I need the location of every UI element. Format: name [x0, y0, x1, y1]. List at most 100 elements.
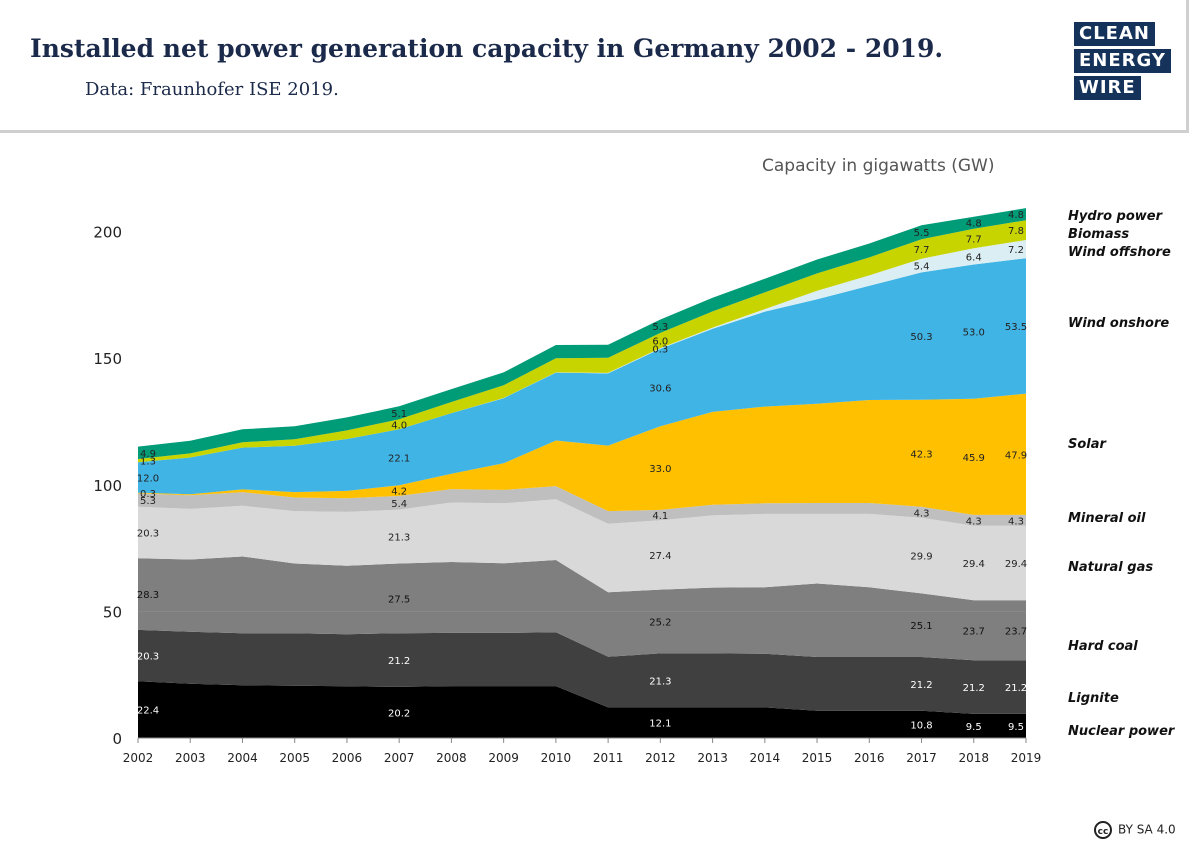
- header-panel: [0, 0, 1189, 133]
- data-label-mineral-oil: 4.3: [966, 516, 982, 527]
- data-label-solar: 42.3: [910, 449, 932, 460]
- x-tick-label: 2002: [123, 751, 154, 765]
- y-tick-label: 50: [103, 603, 122, 621]
- data-label-natural-gas: 29.4: [963, 559, 985, 570]
- data-label-hydro-power: 4.8: [1008, 210, 1024, 221]
- y-tick-label: 0: [112, 730, 122, 748]
- logo-line-1: CLEAN: [1074, 22, 1155, 46]
- page-subtitle: Data: Fraunhofer ISE 2019.: [85, 79, 339, 100]
- data-label-solar: 4.2: [391, 487, 407, 498]
- data-label-wind-onshore: 50.3: [910, 332, 932, 343]
- logo-line-3: WIRE: [1074, 76, 1141, 100]
- area-nuclear-power: [138, 681, 1026, 738]
- x-tick-label: 2012: [645, 751, 676, 765]
- data-label-wind-onshore: 12.0: [137, 473, 159, 484]
- data-label-nuclear-power: 12.1: [649, 719, 671, 730]
- data-label-hard-coal: 25.1: [910, 621, 932, 632]
- data-label-wind-offshore: 5.4: [914, 262, 930, 273]
- data-label-mineral-oil: 4.1: [652, 511, 668, 522]
- x-tick-label: 2004: [227, 751, 258, 765]
- data-label-lignite: 21.2: [910, 680, 932, 691]
- x-tick-label: 2011: [593, 751, 624, 765]
- clean-energy-wire-logo[interactable]: CLEAN ENERGY WIRE: [1074, 22, 1171, 103]
- data-label-nuclear-power: 9.5: [966, 722, 982, 733]
- data-label-natural-gas: 27.4: [649, 551, 671, 562]
- y-tick-label: 200: [93, 224, 122, 242]
- area-solar: [138, 393, 1026, 515]
- data-label-wind-onshore: 22.1: [388, 453, 410, 464]
- legend-lignite: Lignite: [1068, 691, 1119, 706]
- data-label-nuclear-power: 9.5: [1008, 722, 1024, 733]
- data-label-natural-gas: 29.4: [1005, 559, 1027, 570]
- data-label-wind-onshore: 30.6: [649, 384, 671, 395]
- data-label-biomass: 7.7: [966, 235, 982, 246]
- data-label-biomass: 7.7: [914, 245, 930, 256]
- area-natural-gas: [138, 499, 1026, 601]
- legend-mineral-oil: Mineral oil: [1068, 511, 1146, 526]
- area-biomass: [138, 220, 1026, 463]
- chart-title: Capacity in gigawatts (GW): [762, 156, 995, 176]
- data-label-wind-offshore: 0.3: [652, 344, 668, 355]
- area-hard-coal: [138, 556, 1026, 661]
- x-tick-label: 2017: [906, 751, 937, 765]
- data-label-biomass: 6.0: [652, 336, 668, 347]
- x-tick-label: 2003: [175, 751, 206, 765]
- x-tick-label: 2014: [750, 751, 781, 765]
- area-wind-offshore: [138, 240, 1026, 463]
- data-label-wind-onshore: 53.5: [1005, 322, 1027, 333]
- legend-hard-coal: Hard coal: [1068, 639, 1138, 654]
- data-label-wind-offshore: 6.4: [966, 252, 982, 263]
- data-label-hard-coal: 23.7: [1005, 626, 1027, 637]
- x-tick-label: 2015: [802, 751, 833, 765]
- data-label-mineral-oil: 4.3: [1008, 516, 1024, 527]
- data-label-hydro-power: 5.1: [391, 409, 407, 420]
- x-tick-label: 2013: [697, 751, 728, 765]
- page-title: Installed net power generation capacity …: [30, 34, 944, 63]
- x-tick-label: 2018: [958, 751, 989, 765]
- area-hydro-power: [138, 208, 1026, 459]
- x-tick-label: 2019: [1011, 751, 1042, 765]
- data-label-hydro-power: 4.9: [140, 449, 156, 460]
- x-tick-label: 2009: [488, 751, 519, 765]
- x-tick-label: 2016: [854, 751, 885, 765]
- x-tick-label: 2007: [384, 751, 415, 765]
- area-mineral-oil: [138, 486, 1026, 526]
- data-label-lignite: 21.3: [649, 676, 671, 687]
- data-label-nuclear-power: 22.4: [137, 706, 159, 717]
- data-label-natural-gas: 20.3: [137, 529, 159, 540]
- creative-commons-icon: cc: [1094, 821, 1112, 839]
- data-label-mineral-oil: 5.4: [391, 499, 407, 510]
- data-label-hard-coal: 27.5: [388, 594, 410, 605]
- data-label-biomass: 1.3: [140, 457, 156, 468]
- x-tick-label: 2005: [279, 751, 310, 765]
- y-tick-label: 150: [93, 350, 122, 368]
- data-label-wind-onshore: 53.0: [963, 328, 985, 339]
- legend-hydro-power: Hydro power: [1068, 209, 1164, 224]
- area-lignite: [138, 629, 1026, 714]
- data-label-lignite: 21.2: [963, 683, 985, 694]
- data-label-solar: 47.9: [1005, 450, 1027, 461]
- area-wind-onshore: [138, 258, 1026, 495]
- license-badge[interactable]: cc BY SA 4.0: [1094, 821, 1176, 839]
- data-label-hydro-power: 5.5: [914, 228, 930, 239]
- license-text: BY SA 4.0: [1118, 822, 1176, 837]
- data-label-lignite: 21.2: [1005, 683, 1027, 694]
- data-label-solar: 45.9: [963, 453, 985, 464]
- data-label-hard-coal: 28.3: [137, 590, 159, 601]
- legend-nuclear-power: Nuclear power: [1068, 724, 1176, 739]
- data-label-hard-coal: 23.7: [963, 626, 985, 637]
- data-label-hard-coal: 25.2: [649, 618, 671, 629]
- data-label-solar: 33.0: [649, 464, 671, 475]
- data-label-natural-gas: 29.9: [910, 552, 932, 563]
- data-label-biomass: 4.0: [391, 420, 407, 431]
- logo-line-2: ENERGY: [1074, 49, 1171, 73]
- x-tick-label: 2006: [332, 751, 363, 765]
- legend-natural-gas: Natural gas: [1068, 560, 1153, 575]
- x-tick-label: 2008: [436, 751, 467, 765]
- legend-wind-offshore: Wind offshore: [1068, 245, 1171, 260]
- data-label-mineral-oil: 5.3: [140, 496, 156, 507]
- data-label-wind-offshore: 7.2: [1008, 245, 1024, 256]
- legend-wind-onshore: Wind onshore: [1068, 316, 1169, 331]
- data-label-lignite: 20.3: [137, 652, 159, 663]
